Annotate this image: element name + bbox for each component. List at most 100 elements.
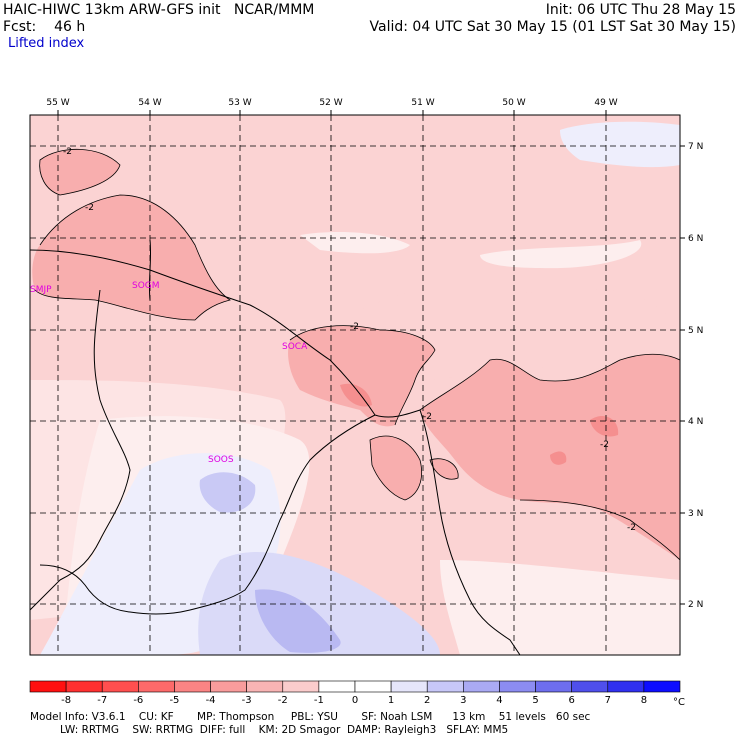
coastline bbox=[30, 249, 521, 655]
colorbar-swatch bbox=[210, 680, 247, 693]
contour-label: -2 bbox=[600, 440, 609, 450]
contour-label: -2 bbox=[85, 203, 94, 213]
forecast-value: 46 h bbox=[54, 19, 86, 35]
colorbar-swatch bbox=[463, 680, 500, 693]
colorbar-swatch bbox=[65, 680, 103, 693]
boundaries bbox=[30, 239, 521, 655]
contours bbox=[34, 148, 680, 561]
lon-label: 54 W bbox=[138, 98, 161, 108]
field-neg-small bbox=[430, 458, 459, 480]
station-label: SMJP bbox=[30, 285, 52, 295]
field-neg-center bbox=[288, 325, 435, 427]
border-line bbox=[30, 289, 131, 611]
colorbar-swatch bbox=[246, 680, 284, 693]
colorbar-tick-label: -6 bbox=[133, 695, 143, 706]
field-neg-nw-2 bbox=[32, 195, 231, 320]
colorbar-tick-label: 1 bbox=[388, 695, 394, 706]
colorbar-tick-label: 5 bbox=[532, 695, 538, 706]
contour-line bbox=[39, 148, 121, 196]
lat-label: 2 N bbox=[688, 600, 703, 610]
contour-label: -2 bbox=[627, 523, 636, 533]
colorbar-swatch bbox=[354, 680, 392, 693]
colorbar-swatch bbox=[499, 680, 536, 693]
graticule bbox=[30, 115, 680, 655]
lon-label: 52 W bbox=[319, 98, 342, 108]
colorbar-tick-label: 4 bbox=[496, 695, 502, 706]
contour-label: -2 bbox=[423, 412, 432, 422]
colorbar-tick-label: -5 bbox=[169, 695, 179, 706]
init-time: Init: 06 UTC Thu 28 May 15 bbox=[545, 2, 736, 18]
forecast-hour: Fcst: 46 h bbox=[3, 19, 85, 35]
field-light-patch bbox=[300, 232, 410, 254]
forecast-label: Fcst: bbox=[3, 19, 37, 35]
contour-line bbox=[34, 194, 231, 321]
border-line bbox=[39, 414, 376, 615]
colorbar-tick-label: -8 bbox=[61, 695, 71, 706]
colorbar-tick-label: 3 bbox=[460, 695, 466, 706]
colorbar-swatch bbox=[643, 680, 681, 693]
ticks bbox=[57, 110, 685, 605]
field-name: Lifted index bbox=[8, 36, 85, 51]
field-neg-east-core bbox=[550, 451, 567, 465]
field-positive-ne bbox=[560, 121, 680, 168]
field-neg-south-center bbox=[370, 436, 422, 500]
colorbar-swatch bbox=[318, 680, 356, 693]
lon-label: 53 W bbox=[228, 98, 251, 108]
colorbar-tick-label: -3 bbox=[242, 695, 252, 706]
colorbar-tick-label: -4 bbox=[206, 695, 216, 706]
colorbar-tick-label: -1 bbox=[314, 695, 324, 706]
colorbar-swatch bbox=[607, 680, 645, 693]
station-label: SOGM bbox=[132, 281, 160, 291]
colorbar-tick-label: 2 bbox=[424, 695, 430, 706]
valid-time: Valid: 04 UTC Sat 30 May 15 (01 LST Sat … bbox=[369, 19, 736, 35]
colorbar-unit: °C bbox=[673, 697, 685, 708]
colorbar-tick-label: 0 bbox=[352, 695, 358, 706]
colorbar-tick-label: -2 bbox=[278, 695, 288, 706]
contour-label: -2 bbox=[63, 147, 72, 157]
field-positive-core bbox=[255, 589, 341, 653]
lon-label: 51 W bbox=[411, 98, 434, 108]
model-info-line-1: Model Info: V3.6.1 CU: KF MP: Thompson P… bbox=[30, 711, 591, 723]
colorbar-swatch bbox=[390, 680, 428, 693]
lat-label: 3 N bbox=[688, 509, 703, 519]
colorbar-swatch bbox=[571, 680, 609, 693]
colorbar: -8 -7 -6 -5 -4 -3 -2 -1 0 1 2 3 4 5 6 7 8 bbox=[29, 680, 681, 706]
field-neg-nw-1 bbox=[39, 149, 120, 195]
shaded-field bbox=[30, 115, 680, 655]
lat-label: 7 N bbox=[688, 142, 703, 152]
colorbar-swatch bbox=[138, 680, 175, 693]
field-near-zero-se bbox=[440, 560, 680, 655]
field-neg-center-core bbox=[340, 383, 372, 407]
station-label: SOCA bbox=[282, 342, 308, 352]
contour-line bbox=[519, 499, 680, 561]
colorbar-tick-label: 6 bbox=[568, 695, 574, 706]
station-label: SOOS bbox=[208, 455, 234, 465]
colorbar-tick-label: 7 bbox=[605, 695, 611, 706]
contour-line bbox=[369, 435, 422, 501]
lon-label: 55 W bbox=[46, 98, 69, 108]
colorbar-tick-label: 8 bbox=[641, 695, 647, 706]
colorbar-swatch bbox=[101, 680, 139, 693]
contour-line bbox=[429, 458, 459, 480]
colorbar-swatch bbox=[426, 680, 464, 693]
lon-label: 49 W bbox=[594, 98, 617, 108]
colorbar-swatch bbox=[535, 680, 572, 693]
colorbar-tick-label: -7 bbox=[97, 695, 107, 706]
lat-label: 5 N bbox=[688, 326, 703, 336]
model-title: HAIC-HIWC 13km ARW-GFS init NCAR/MMM bbox=[3, 2, 315, 18]
contour-label: -2 bbox=[350, 322, 359, 332]
colorbar-swatch bbox=[29, 680, 67, 693]
field-light-patch-2 bbox=[480, 240, 642, 269]
contour-line bbox=[289, 325, 436, 426]
field-neg-east bbox=[420, 354, 680, 560]
model-info-line-2: LW: RRTMG SW: RRTMG DIFF: full KM: 2D Sm… bbox=[30, 724, 509, 736]
colorbar-swatch bbox=[282, 680, 320, 693]
map-frame bbox=[29, 114, 681, 656]
colorbar-swatch bbox=[174, 680, 211, 693]
lon-label: 50 W bbox=[502, 98, 525, 108]
lat-label: 6 N bbox=[688, 234, 703, 244]
contour-line bbox=[419, 353, 680, 411]
field-positive-soos bbox=[199, 472, 256, 513]
field-positive-south bbox=[198, 551, 440, 655]
